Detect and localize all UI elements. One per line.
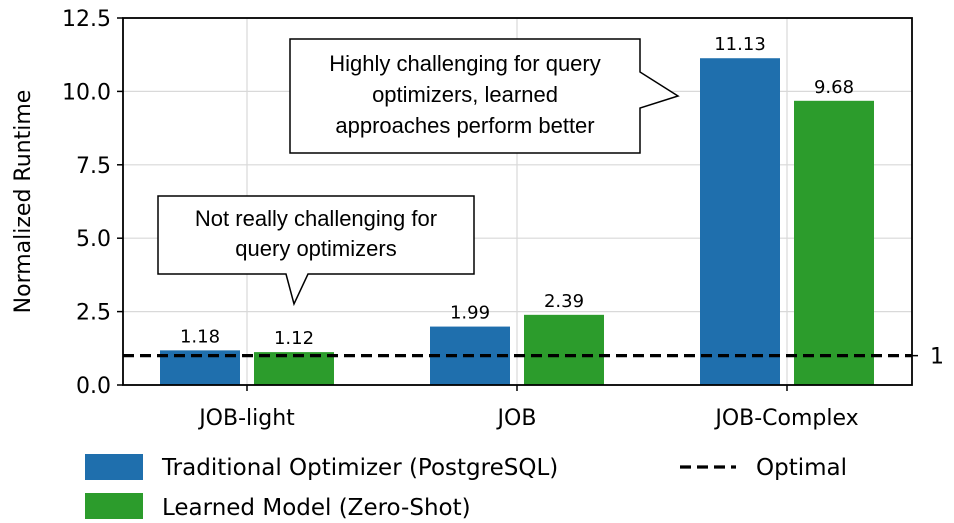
optimal-reference: 1 <box>123 345 944 370</box>
x-tick-label: JOB-light <box>197 406 295 431</box>
legend-swatch-traditional <box>85 454 143 480</box>
y-tick-label: 0.0 <box>76 374 111 399</box>
callout-box-job-light <box>157 195 475 307</box>
bar-learned-job-light <box>254 352 334 385</box>
callout-text-job-light: Not really challenging for <box>195 206 437 231</box>
legend-label-traditional: Traditional Optimizer (PostgreSQL) <box>161 455 558 481</box>
bar-value-label: 1.12 <box>274 328 314 349</box>
bar-traditional-job-complex <box>700 58 780 385</box>
optimal-line-label: 1 <box>930 345 944 370</box>
y-tick-label: 7.5 <box>76 154 111 179</box>
legend-swatch-learned <box>85 493 143 519</box>
annotation-callouts: Not really challenging for query optimize… <box>157 38 680 307</box>
y-tick-label: 2.5 <box>76 301 111 326</box>
bar-value-label: 1.99 <box>450 303 490 324</box>
legend-label-learned: Learned Model (Zero-Shot) <box>162 495 471 521</box>
bar-value-label: 9.68 <box>814 77 854 98</box>
legend-label-optimal: Optimal <box>756 455 847 481</box>
bar-value-label: 2.39 <box>544 291 584 312</box>
y-tick-label: 10.0 <box>62 80 111 105</box>
axes: 0.0 2.5 5.0 7.5 10.0 12.5 JOB-light JOB JOB-Comp… <box>11 7 913 431</box>
callout-text-job-complex: optimizers, learned <box>372 82 558 107</box>
legend: Traditional Optimizer (PostgreSQL) Learne… <box>85 454 847 521</box>
bar-value-label: 1.18 <box>180 326 220 347</box>
bar-learned-job-complex <box>794 100 874 385</box>
bar-learned-job <box>524 314 604 385</box>
bar-value-labels: 1.18 1.99 11.13 1.12 2.39 9.68 <box>180 34 854 349</box>
y-axis-title: Normalized Runtime <box>11 90 36 314</box>
callout-text-job-complex: Highly challenging for query <box>329 51 601 76</box>
y-tick-label: 5.0 <box>76 227 111 252</box>
bar-value-label: 11.13 <box>714 34 766 55</box>
callout-box-job-complex <box>289 38 680 154</box>
callout-text-job-light: query optimizers <box>235 236 396 261</box>
x-tick-label: JOB-Complex <box>713 406 858 431</box>
y-tick-label: 12.5 <box>62 7 111 32</box>
x-tick-label: JOB <box>496 406 537 431</box>
callout-text-job-complex: approaches perform better <box>335 113 594 138</box>
